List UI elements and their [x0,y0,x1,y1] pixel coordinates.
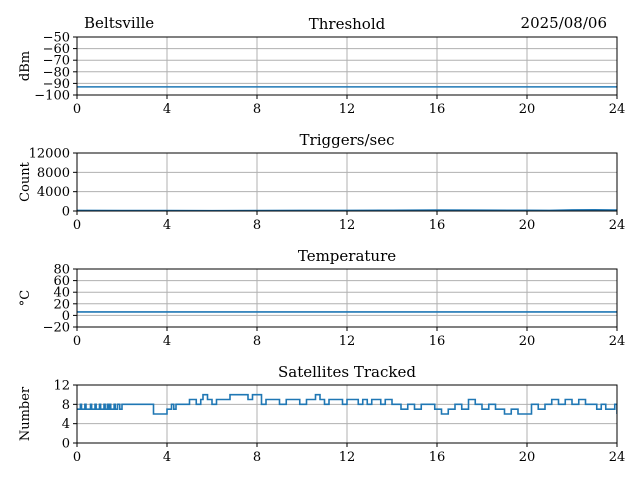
x-tick-label: 12 [339,102,356,117]
x-tick-label: 8 [253,334,261,349]
series-line [77,393,617,415]
x-tick-label: 0 [73,450,81,465]
x-tick-label: 16 [429,218,446,233]
y-tick-label: 12 [53,379,70,394]
y-axis-label: °C [18,290,33,307]
x-tick-label: 12 [339,450,356,465]
y-tick-label: 80 [53,263,70,278]
y-tick-label: −80 [43,65,70,80]
chart-title: Satellites Tracked [278,363,416,381]
y-tick-label: 20 [53,297,70,312]
y-axis-label: Number [18,386,33,441]
y-tick-label: −90 [43,77,70,92]
x-tick-label: 20 [519,102,536,117]
y-tick-label: 60 [53,274,70,289]
x-tick-label: 20 [519,218,536,233]
x-tick-label: 4 [163,450,171,465]
x-tick-label: 0 [73,334,81,349]
y-tick-label: 0 [62,205,70,220]
y-tick-label: −50 [43,31,70,46]
x-tick-label: 16 [429,450,446,465]
x-tick-label: 12 [339,218,356,233]
chart-title: Temperature [298,247,396,265]
y-axis-label: Count [18,161,33,202]
x-tick-label: 4 [163,102,171,117]
x-tick-label: 12 [339,334,356,349]
y-tick-label: 12000 [29,147,70,162]
x-tick-label: 20 [519,334,536,349]
x-tick-label: 4 [163,218,171,233]
x-tick-label: 0 [73,218,81,233]
x-tick-label: 20 [519,450,536,465]
y-tick-label: 0 [62,309,70,324]
y-tick-label: 8000 [37,166,70,181]
chart-panel-1: 0 4 8 12 16 20 24 −100−90−80−70−60−50 Threshold d… [18,15,625,117]
x-tick-label: 8 [253,450,261,465]
chart-panel-2: 0 4 8 12 16 20 24 0 4000 8000 12000 Triggers/sec Cou… [18,131,625,233]
y-tick-label: 8 [62,398,70,413]
y-tick-label: −20 [43,321,70,336]
y-tick-label: 0 [62,437,70,452]
y-tick-label: −60 [43,42,70,57]
y-tick-label: 4000 [37,185,70,200]
x-tick-label: 24 [609,102,626,117]
chart-title: Threshold [309,15,386,33]
y-tick-label: 40 [53,286,70,301]
y-tick-label: 4 [62,417,70,432]
station-label: Beltsville [84,14,154,32]
date-label: 2025/08/06 [521,14,607,32]
x-tick-label: 24 [609,218,626,233]
y-tick-label: −70 [43,54,70,69]
y-tick-label: −100 [34,89,70,104]
x-tick-label: 24 [609,334,626,349]
chart-panel-4: 0 4 8 12 16 20 24 0 4 8 12 Satellites Tracked Number [18,363,625,465]
x-tick-label: 8 [253,218,261,233]
x-tick-label: 0 [73,102,81,117]
x-tick-label: 24 [609,450,626,465]
x-tick-label: 16 [429,334,446,349]
chart-title: Triggers/sec [300,131,395,149]
y-axis-label: dBm [18,51,33,81]
x-tick-label: 4 [163,334,171,349]
x-tick-label: 8 [253,102,261,117]
x-tick-label: 16 [429,102,446,117]
